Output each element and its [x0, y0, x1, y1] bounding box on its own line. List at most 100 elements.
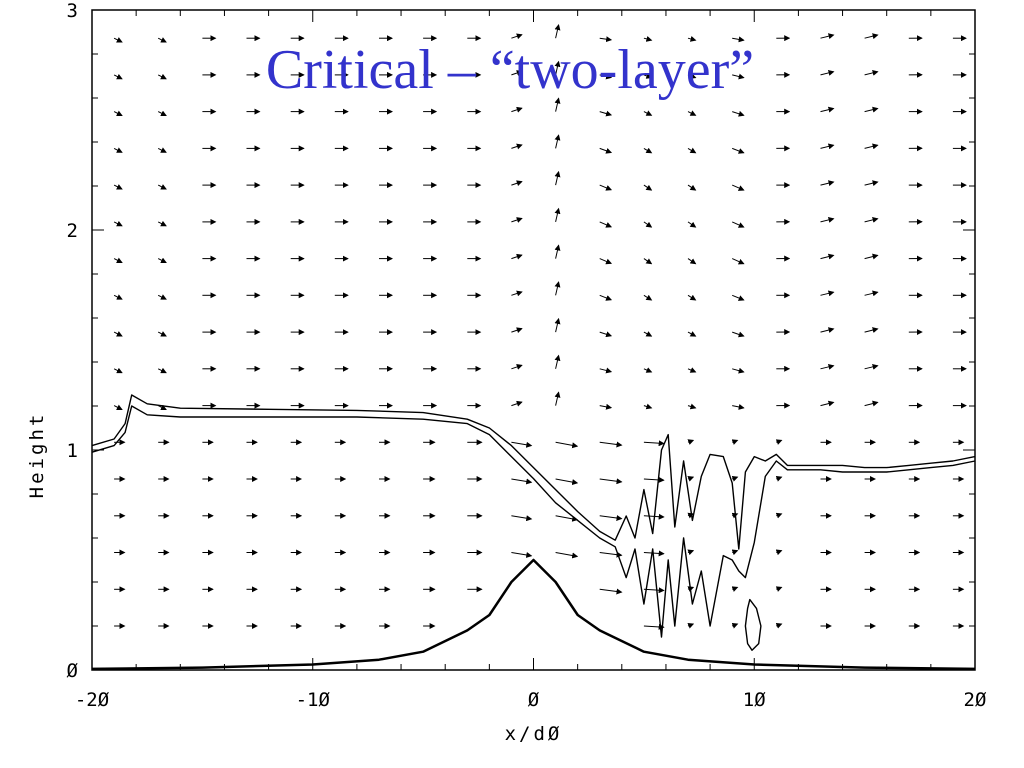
- wind-vector-arrow: [687, 622, 695, 629]
- wind-vector-arrow: [511, 400, 523, 407]
- wind-vector-arrow: [864, 143, 879, 150]
- wind-vector-arrow: [599, 514, 623, 521]
- wind-vector-arrow: [643, 476, 665, 483]
- wind-vector-arrow: [511, 478, 533, 485]
- wind-vector-arrow: [554, 24, 561, 39]
- wind-vector-arrow: [775, 439, 783, 445]
- wind-vector-arrow: [732, 184, 745, 191]
- wind-vector-arrow: [687, 73, 697, 79]
- wind-vector-arrow: [775, 586, 783, 592]
- wind-vector-arrow: [511, 143, 523, 150]
- wind-vector-arrow: [643, 73, 653, 79]
- wind-vector-arrow: [775, 475, 783, 482]
- wind-vector-arrow: [113, 257, 123, 263]
- plot-frame: [91, 9, 976, 671]
- wind-vector-arrow: [157, 294, 167, 300]
- wind-vector-arrow: [687, 294, 697, 301]
- wind-vector-arrow: [732, 73, 745, 80]
- wind-vector-arrow: [643, 513, 665, 520]
- wind-vector-arrow: [113, 331, 123, 337]
- wind-vector-arrow: [731, 549, 739, 556]
- x-tick-label: 1Ø: [743, 689, 766, 711]
- wind-vector-arrow: [643, 440, 665, 447]
- y-tick-labels: Ø 1 2 3: [67, 0, 79, 682]
- wind-vector-arrow: [554, 281, 561, 296]
- wind-vector-arrow: [687, 36, 697, 42]
- wind-vector-arrow: [113, 220, 123, 227]
- wind-vector-arrow: [687, 147, 697, 154]
- wind-vector-arrow: [555, 441, 579, 449]
- wind-vector-arrow: [157, 147, 167, 153]
- wind-vector-arrow: [775, 512, 783, 519]
- wind-vector-arrow: [511, 106, 523, 113]
- wind-vector-arrow: [157, 367, 167, 374]
- wind-vector-arrow: [732, 294, 745, 301]
- wind-vector-arrow: [687, 367, 697, 373]
- wind-vector-arrow: [157, 331, 167, 337]
- wind-vector-arrow: [113, 37, 123, 43]
- wind-vector-arrow: [554, 97, 561, 112]
- wind-vector-arrow: [113, 404, 123, 410]
- wind-vector-arrow: [599, 258, 613, 265]
- wind-vector-arrow: [113, 184, 123, 190]
- wind-vector-arrow: [820, 363, 835, 370]
- wind-vector-arrow: [599, 331, 613, 338]
- wind-vector-arrow: [511, 290, 523, 297]
- wind-vector-arrow: [599, 147, 613, 154]
- wind-vector-arrow: [511, 70, 523, 76]
- closed-contour-line: [744, 598, 762, 651]
- wind-vector-arrow: [511, 33, 523, 40]
- wind-vector-arrow: [820, 253, 835, 260]
- wind-vector-arrow: [687, 331, 697, 337]
- wind-vector-arrow: [687, 221, 697, 228]
- wind-vector-arrow: [864, 290, 879, 297]
- wind-vector-arrow: [113, 294, 123, 300]
- wind-vector-arrow: [820, 400, 835, 407]
- wind-vector-arrow: [732, 110, 745, 117]
- wind-vector-arrow: [687, 184, 697, 191]
- wind-vector-arrow: [820, 106, 835, 113]
- isentrope-lower-line: [91, 405, 976, 638]
- wind-vector-arrow: [554, 391, 561, 406]
- wind-vector-arrow: [643, 587, 665, 594]
- wind-vector-arrow: [643, 294, 653, 301]
- wind-vector-arrow: [820, 33, 835, 40]
- wind-vector-arrow: [864, 363, 879, 370]
- wind-vector-arrow: [820, 290, 835, 297]
- wind-vector-arrow: [687, 475, 695, 482]
- wind-vector-arrow: [731, 439, 739, 445]
- wind-vector-arrow: [864, 327, 879, 334]
- wind-vector-arrow: [643, 110, 653, 116]
- wind-vector-arrow: [555, 515, 579, 522]
- wind-vector-arrow: [113, 110, 123, 116]
- wind-vector-arrow: [820, 69, 835, 76]
- wind-vector-arrow: [643, 36, 653, 42]
- wind-vector-arrow: [687, 512, 695, 519]
- wind-vector-arrow: [511, 364, 523, 370]
- wind-vector-arrow: [775, 622, 783, 629]
- wind-vector-arrow: [732, 147, 745, 154]
- x-tick-label: -2Ø: [75, 689, 110, 711]
- wind-vector-arrow: [157, 404, 167, 410]
- wind-vector-arrow: [732, 403, 745, 410]
- wind-vector-arrow: [157, 110, 167, 116]
- wind-vector-arrow: [731, 586, 739, 592]
- wind-vector-arrow: [599, 367, 613, 374]
- wind-vector-arrow: [113, 367, 123, 374]
- x-tick-labels: -2Ø -1Ø Ø 1Ø 2Ø: [75, 689, 987, 711]
- wind-vector-arrow: [599, 73, 613, 80]
- wind-vector-arrow: [599, 294, 613, 301]
- wind-vector-arrow: [554, 317, 561, 333]
- wind-vector-arrow: [864, 180, 879, 187]
- wind-vector-arrow: [820, 180, 835, 187]
- wind-vector-arrow: [643, 258, 653, 265]
- wind-vector-arrow: [157, 184, 167, 190]
- isentrope-upper-line: [91, 394, 976, 550]
- wind-vector-arrow: [731, 622, 739, 629]
- wind-vector-arrow: [511, 217, 523, 223]
- wind-vector-arrow: [643, 403, 653, 410]
- wind-vector-arrow: [731, 221, 745, 228]
- y-tick-label: Ø: [67, 660, 79, 682]
- y-tick-label: 1: [67, 440, 78, 462]
- wind-vector-arrow: [555, 478, 579, 486]
